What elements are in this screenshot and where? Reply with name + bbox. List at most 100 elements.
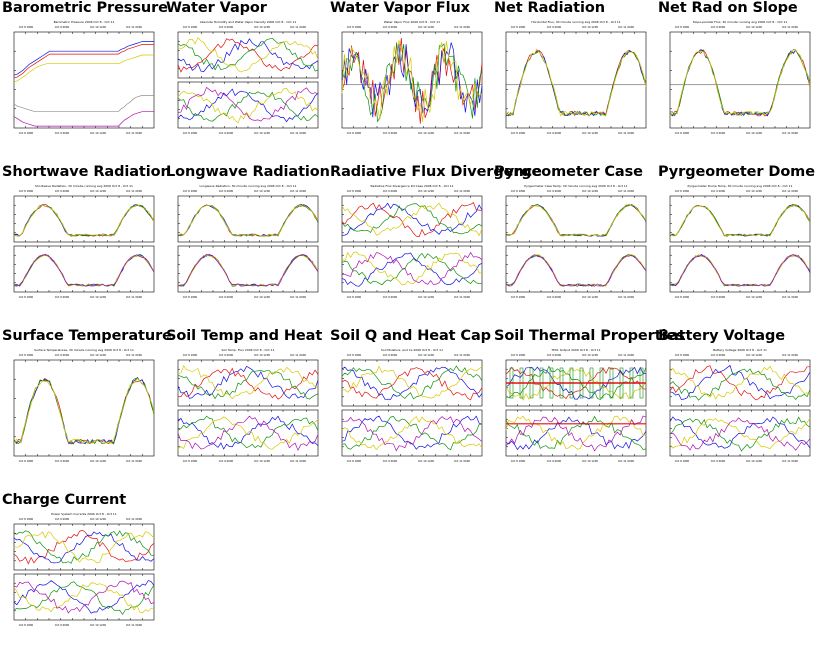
series-line: [669, 417, 811, 450]
panel-12[interactable]: Soil Q and Heat Cap Soil Moisture, and Cs…: [328, 328, 491, 488]
bottom-tick-label: Oct 10 1200: [90, 131, 106, 135]
top-tick-label: Oct 8 1800: [347, 353, 362, 357]
series-line: [505, 204, 647, 237]
bottom-tick-label: Oct 10 1200: [746, 131, 762, 135]
panel-1[interactable]: Water Vapor Absolute Humidity and Water V…: [164, 0, 326, 160]
panel-2[interactable]: Water Vapor Flux Water Vapor Flux 2006 Oc…: [328, 0, 490, 160]
series-line: [177, 204, 319, 237]
chart-subtitle: Soil Moisture, and Cs 2006 Oct 8 - Oct 1…: [381, 348, 443, 352]
top-tick-label: Oct 10 1200: [582, 353, 598, 357]
bottom-tick-label: Oct 8 1800: [19, 295, 34, 299]
bottom-tick-label: Oct 11 0000: [454, 295, 470, 299]
bottom-tick-label: Oct 9 0000: [55, 295, 70, 299]
panel-title: Pyrgeometer Case: [494, 164, 643, 180]
series-line: [177, 86, 319, 122]
chart-subtitle: Horizontal Flux, 30 minute running avg 2…: [531, 20, 620, 24]
top-tick-label: Oct 9 0000: [711, 353, 726, 357]
panel-0[interactable]: Barometric Pressure Barometric Pressure 2…: [0, 0, 168, 160]
series-line: [341, 40, 483, 122]
top-tick-label: Oct 9 0000: [547, 189, 562, 193]
series-line: [669, 417, 811, 451]
series-line: [177, 91, 319, 122]
top-tick-label: Oct 11 0000: [454, 189, 470, 193]
series-line: [177, 87, 319, 124]
top-tick-label: Oct 10 1200: [254, 353, 270, 357]
top-tick-label: Oct 10 1200: [746, 25, 762, 29]
top-tick-label: Oct 8 1800: [19, 25, 34, 29]
panel-chart: Shortwave Radiation, 30 minute running a…: [13, 184, 155, 299]
top-tick-label: Oct 11 0000: [618, 189, 634, 193]
series-line: [341, 416, 483, 451]
series-line: [13, 95, 154, 113]
panel-10[interactable]: Surface Temperature Surface Temperatures,…: [0, 328, 172, 488]
panel-6[interactable]: Longwave Radiation Longwave Radiation, 30…: [164, 164, 330, 324]
bottom-tick-label: Oct 11 0000: [454, 131, 470, 135]
series-line: [669, 416, 811, 452]
panel-chart: Pyrgeometer Case Temp, 30 minute running…: [505, 184, 647, 299]
panel-chart: Absolute Humidity and Water Vapor Densit…: [177, 20, 319, 135]
top-tick-label: Oct 8 1800: [183, 25, 198, 29]
series-line: [341, 365, 483, 400]
series-line: [177, 36, 319, 73]
panel-title: Soil Thermal Properties: [494, 328, 685, 344]
panel-5[interactable]: Shortwave Radiation Shortwave Radiation, …: [0, 164, 171, 324]
series-line: [505, 368, 647, 401]
bottom-tick-label: Oct 8 1800: [675, 131, 690, 135]
bottom-tick-label: Oct 9 0000: [711, 295, 726, 299]
series-line: [341, 252, 483, 287]
chart-subtitle: Power System Currents 2006 Oct 8 - Oct 1…: [51, 512, 117, 516]
bottom-tick-label: Oct 11 0000: [290, 459, 306, 463]
series-line: [13, 254, 155, 287]
series-line: [13, 203, 155, 237]
top-tick-label: Oct 11 0000: [126, 353, 142, 357]
plot-upper-frame: [341, 359, 483, 407]
panel-title: Radiative Flux Divergence: [330, 164, 542, 180]
series-line: [669, 49, 811, 117]
top-tick-label: Oct 9 0000: [55, 189, 70, 193]
bottom-tick-label: Oct 9 0000: [55, 131, 70, 135]
top-tick-label: Oct 11 0000: [290, 189, 306, 193]
series-line: [177, 37, 319, 72]
top-tick-label: Oct 9 0000: [55, 353, 70, 357]
bottom-tick-label: Oct 8 1800: [347, 131, 362, 135]
series-line: [505, 416, 647, 451]
series-line: [13, 580, 155, 614]
top-tick-label: Oct 10 1200: [90, 25, 106, 29]
bottom-tick-label: Oct 9 0000: [383, 295, 398, 299]
panel-15[interactable]: Charge Current Power System Currents 2006…: [0, 492, 162, 652]
top-tick-label: Oct 10 1200: [582, 25, 598, 29]
series-line: [669, 368, 811, 401]
top-tick-label: Oct 9 0000: [711, 189, 726, 193]
plot-lower-frame: [13, 573, 155, 621]
bottom-tick-label: Oct 9 0000: [55, 459, 70, 463]
bottom-tick-label: Oct 11 0000: [126, 459, 142, 463]
panel-11[interactable]: Soil Temp and Heat Soil Temp, Flux 2006 O…: [164, 328, 326, 488]
bottom-tick-label: Oct 10 1200: [254, 131, 270, 135]
series-line: [505, 254, 647, 287]
panel-3[interactable]: Net Radiation Horizontal Flux, 30 minute …: [492, 0, 654, 160]
panel-chart: Soil Moisture, and Cs 2006 Oct 8 - Oct 1…: [341, 348, 483, 463]
series-line: [177, 204, 319, 237]
panel-14[interactable]: Battery Voltage Battery Voltage 2006 Oct …: [656, 328, 818, 488]
series-line: [13, 41, 154, 76]
bottom-tick-label: Oct 11 0000: [126, 131, 142, 135]
series-line: [177, 364, 319, 400]
panel-8[interactable]: Pyrgeometer Case Pyrgeometer Case Temp, 3…: [492, 164, 654, 324]
chart-subtitle: Battery Voltage 2006 Oct 8 - Oct 11: [713, 348, 767, 352]
top-tick-label: Oct 11 0000: [618, 353, 634, 357]
plot-upper-frame: [505, 195, 647, 243]
panel-13[interactable]: Soil Thermal Properties TP01 Output 2006 …: [492, 328, 685, 488]
panel-7[interactable]: Radiative Flux Divergence Radiative Flux …: [328, 164, 542, 324]
series-line: [669, 204, 811, 237]
panel-4[interactable]: Net Rad on Slope Slope-parallel Flux, 30 …: [656, 0, 818, 160]
bottom-tick-label: Oct 10 1200: [90, 459, 106, 463]
bottom-tick-label: Oct 10 1200: [418, 295, 434, 299]
top-tick-label: Oct 8 1800: [183, 189, 198, 193]
bottom-tick-label: Oct 8 1800: [675, 295, 690, 299]
series-line: [177, 416, 319, 450]
series-line: [13, 44, 154, 79]
panel-chart: Pyrgeometer Dome Temp, 30 minute running…: [669, 184, 811, 299]
series-line: [505, 415, 647, 450]
top-tick-label: Oct 11 0000: [290, 353, 306, 357]
panel-9[interactable]: Pyrgeometer Dome Pyrgeometer Dome Temp, 3…: [656, 164, 818, 324]
